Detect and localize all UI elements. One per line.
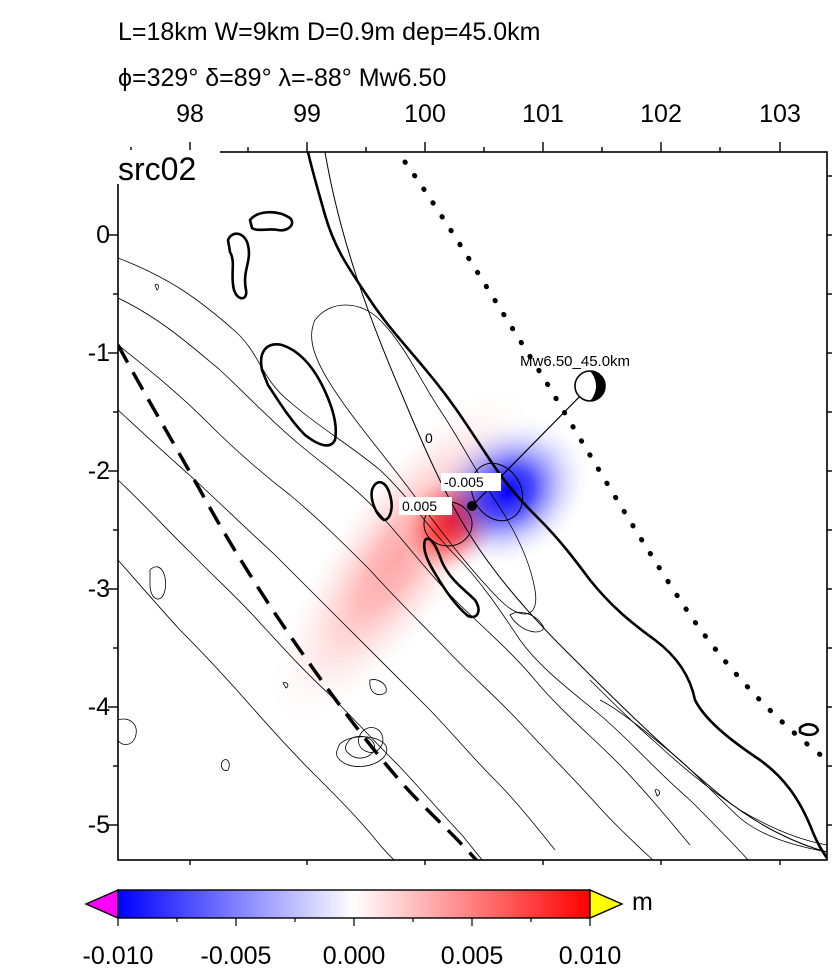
island-outline — [226, 232, 251, 300]
colorbar — [84, 888, 624, 926]
zero-contour — [324, 152, 827, 853]
coastline — [226, 152, 827, 859]
island-outline — [422, 537, 480, 619]
lon-tick-label: 99 — [293, 100, 321, 128]
colorbar-gradient — [117, 889, 591, 919]
map-frame — [117, 151, 828, 861]
lon-tick-label: 101 — [522, 100, 564, 128]
colorbar-tick-label: -0.010 — [82, 942, 154, 970]
lon-tick-label: 102 — [640, 100, 682, 128]
lat-tick-label: -1 — [87, 339, 110, 367]
negative-contour-label: -0.005 — [444, 474, 484, 490]
focal-mechanism-beachball — [574, 370, 606, 402]
title-fault-dimensions: L=18km W=9km D=0.9m dep=45.0km — [118, 18, 541, 46]
panel-label: src02 — [118, 151, 196, 187]
colorbar-tick-label: 0.010 — [558, 942, 622, 970]
colorbar-tick-label: -0.005 — [200, 942, 272, 970]
island-outline — [259, 343, 338, 447]
event-label: Mw6.50_45.0km — [520, 353, 630, 370]
island-outline — [798, 723, 820, 737]
frame-ticks — [108, 142, 832, 865]
zero-contour-label: 0 — [425, 430, 433, 446]
title-fault-mechanism: ϕ=329° δ=89° λ=-88° Mw6.50 — [118, 64, 447, 92]
sumatra-coastline — [306, 152, 827, 859]
colorbar-tick-label: 0.000 — [322, 942, 386, 970]
epicenter-marker — [467, 501, 477, 511]
lon-tick-label: 100 — [404, 100, 446, 128]
lat-tick-label: -2 — [87, 457, 110, 485]
lon-tick-label: 103 — [759, 100, 801, 128]
colorbar-under-triangle — [84, 888, 119, 920]
lat-tick-label: -3 — [87, 575, 110, 603]
dotted-line — [402, 159, 827, 763]
lat-tick-label: -4 — [87, 693, 110, 721]
colorbar-over-triangle — [589, 888, 624, 920]
island-outline — [248, 210, 294, 232]
colorbar-unit: m — [632, 888, 653, 916]
island-outline — [370, 481, 393, 522]
lon-tick-label: 98 — [176, 100, 204, 128]
trench-line — [118, 344, 479, 860]
colorbar-tick-label: 0.005 — [440, 942, 504, 970]
bathymetry-contours — [118, 257, 827, 860]
positive-contour-label: 0.005 — [402, 498, 437, 514]
lat-tick-label: -5 — [87, 811, 110, 839]
lat-tick-label: 0 — [96, 221, 110, 249]
